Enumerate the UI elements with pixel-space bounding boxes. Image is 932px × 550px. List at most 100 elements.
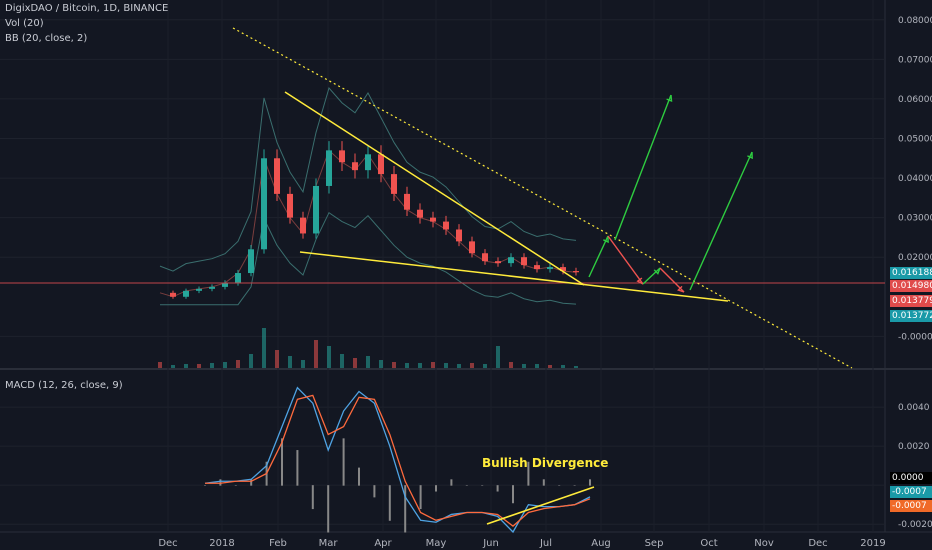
candle-body <box>248 249 254 274</box>
bb-upper <box>159 87 577 272</box>
volume-bar <box>379 360 383 368</box>
volume-bar <box>444 363 448 368</box>
macd-histogram-bar <box>435 485 437 492</box>
macd-histogram-bar <box>589 479 591 486</box>
macd-histogram-bar <box>373 485 376 498</box>
candle-body <box>313 185 319 234</box>
macd-histogram-bar <box>512 485 514 504</box>
price-badge-bb2: 0.013779 <box>890 295 932 307</box>
price-tick-label: 0.070000 <box>898 55 932 65</box>
candle-body <box>235 273 241 283</box>
macd-histogram-bar <box>419 485 422 510</box>
price-tick-label: 0.050000 <box>898 134 932 144</box>
volume-bar <box>236 360 240 368</box>
macd-histogram-bar <box>527 461 530 486</box>
volume-bar <box>548 365 552 368</box>
macd-tick-label: -0.0020 <box>898 520 932 530</box>
bullish-divergence-label: Bullish Divergence <box>482 456 609 470</box>
volume-bar <box>275 350 279 368</box>
candle-body <box>209 286 215 289</box>
bullish-divergence-line <box>486 486 595 525</box>
drawings <box>0 27 885 369</box>
candle-body <box>261 158 267 250</box>
candle-body <box>482 253 488 262</box>
candle-body <box>365 154 371 171</box>
chart-title: DigixDAO / Bitcoin, 1D, BINANCE <box>5 3 169 14</box>
time-tick-label: Dec <box>158 538 177 549</box>
price-tick-label: 0.040000 <box>898 174 932 184</box>
macd-badge-1: -0.0007 <box>890 486 932 498</box>
time-tick-label: May <box>426 538 447 549</box>
candle-body <box>339 150 345 163</box>
arrow-down-1 <box>607 235 644 285</box>
volume-bar <box>470 363 474 368</box>
time-tick-label: Aug <box>591 538 611 549</box>
time-tick-label: Jul <box>539 538 552 549</box>
volume-bar <box>483 364 487 368</box>
candle-body <box>521 257 527 266</box>
volume-bar <box>574 366 578 368</box>
candle-body <box>352 162 358 171</box>
volume-bar <box>405 363 409 368</box>
price-badge-bb1: 0.014980 <box>890 280 932 292</box>
candle-body <box>183 290 189 297</box>
candle-body <box>404 193 410 210</box>
macd-legend: MACD (12, 26, close, 9) <box>5 380 123 391</box>
volume-bar <box>301 360 305 368</box>
arrow-down-1-head <box>636 277 644 285</box>
candle-body <box>274 158 280 194</box>
macd-histogram-bar <box>204 485 206 486</box>
volume-bar <box>314 340 318 368</box>
macd-histogram-bar <box>465 485 468 486</box>
macd-tick-label: 0.0020 <box>898 442 930 452</box>
macd-histogram-bar <box>342 438 345 486</box>
candle-body <box>469 241 475 254</box>
time-tick-label: Oct <box>700 538 717 549</box>
candle-body <box>534 265 540 270</box>
time-tick-label: Nov <box>754 538 774 549</box>
volume-bar <box>392 362 396 368</box>
price-tick-label: 0.080000 <box>898 16 932 26</box>
price-tick-label: 0.060000 <box>898 95 932 105</box>
volume-bar <box>197 364 201 368</box>
time-tick-label: 2019 <box>860 538 885 549</box>
resistance-dotted-line <box>232 27 853 369</box>
volume-bar <box>171 365 175 368</box>
macd-histogram-bar <box>481 485 484 486</box>
macd-histogram-bar <box>573 485 576 486</box>
volume-bar <box>327 346 331 368</box>
volume-bar <box>457 364 461 368</box>
candle-body <box>443 221 449 230</box>
arrow-up-1 <box>588 235 609 278</box>
grid <box>0 0 932 533</box>
macd-histogram-bar <box>296 450 299 486</box>
candle-body <box>170 292 176 297</box>
volume-bars <box>158 328 578 368</box>
volume-bar <box>158 362 162 368</box>
time-tick-label: Jun <box>482 538 499 549</box>
candle-body <box>196 288 202 291</box>
macd-histogram-bar <box>311 485 314 510</box>
macd-histogram-bar <box>281 438 283 486</box>
arrow-up-long-2-head <box>747 151 753 160</box>
arrow-down-2-head <box>677 285 685 293</box>
candle-body <box>417 209 423 218</box>
bb-legend: BB (20, close, 2) <box>5 33 88 44</box>
candle-body <box>508 257 514 264</box>
arrow-up-2-head <box>653 267 661 275</box>
axes: 0.080000 0.070000 0.060000 0.050000 0.040000… <box>158 16 932 549</box>
arrow-up-long-1-head <box>666 94 673 103</box>
volume-bar <box>288 356 292 368</box>
macd-histogram-bar <box>358 467 360 486</box>
time-tick-label: Mar <box>319 538 339 549</box>
volume-bar <box>535 364 539 368</box>
arrow-up-long-1 <box>614 94 672 241</box>
time-tick-label: Dec <box>808 538 827 549</box>
candle-body <box>378 154 384 175</box>
time-tick-label: Sep <box>645 538 664 549</box>
candle-body <box>560 267 566 272</box>
price-badge-bb3: 0.013772 <box>890 310 932 322</box>
arrow-up-long-2 <box>689 151 753 291</box>
candle-body <box>495 261 501 264</box>
